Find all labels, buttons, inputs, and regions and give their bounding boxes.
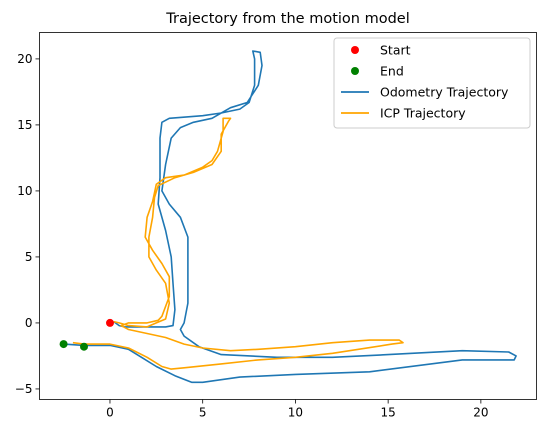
legend: Start End Odometry Trajectory ICP Trajector… <box>333 37 531 129</box>
series-line-icp <box>72 117 404 370</box>
legend-label: Odometry Trajectory <box>380 85 509 100</box>
y-tick-label: −5 <box>15 382 33 396</box>
chart-title: Trajectory from the motion model <box>165 11 410 27</box>
legend-label: End <box>380 64 404 79</box>
legend-label: Start <box>380 43 411 58</box>
plot-frame <box>39 32 537 400</box>
end-marker <box>59 340 68 349</box>
x-tick-label: 15 <box>381 406 396 420</box>
start-marker <box>106 318 114 327</box>
y-tick-label: 5 <box>25 250 33 264</box>
y-tick-label: 15 <box>17 118 32 132</box>
x-tick-label: 20 <box>473 406 488 420</box>
plot-area <box>59 50 517 384</box>
x-tick-label: 5 <box>199 406 207 420</box>
y-axis: −5 0 5 10 15 20 <box>15 52 40 396</box>
y-tick-label: 10 <box>17 184 32 198</box>
series-line-odometry <box>63 50 517 384</box>
x-axis: 0 5 10 15 20 <box>106 399 489 420</box>
y-tick-label: 20 <box>17 52 32 66</box>
legend-marker-end <box>351 67 359 75</box>
legend-box <box>333 37 531 129</box>
x-tick-label: 0 <box>106 406 114 420</box>
legend-label: ICP Trajectory <box>380 106 466 121</box>
x-tick-label: 10 <box>288 406 303 420</box>
y-tick-label: 0 <box>25 316 33 330</box>
end-marker <box>80 342 88 351</box>
legend-marker-start <box>351 46 359 54</box>
